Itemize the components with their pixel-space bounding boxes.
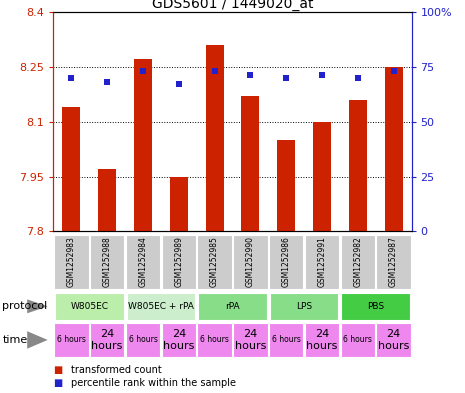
Bar <box>198 293 267 320</box>
Text: 24
hours: 24 hours <box>378 329 409 351</box>
Text: 24
hours: 24 hours <box>163 329 194 351</box>
Text: GSM1252982: GSM1252982 <box>353 237 362 287</box>
Bar <box>385 67 403 231</box>
Bar <box>206 45 224 231</box>
Text: 6 hours: 6 hours <box>57 336 86 344</box>
Bar <box>62 107 80 231</box>
Text: rPA: rPA <box>225 302 240 311</box>
Text: GSM1252987: GSM1252987 <box>389 237 398 287</box>
Bar <box>126 323 160 356</box>
Text: W805EC + rPA: W805EC + rPA <box>128 302 194 311</box>
Bar <box>90 235 124 289</box>
Text: transformed count: transformed count <box>71 365 162 375</box>
Text: GSM1252991: GSM1252991 <box>318 237 326 287</box>
Bar <box>277 140 295 231</box>
Bar <box>305 323 339 356</box>
Text: PBS: PBS <box>367 302 384 311</box>
Bar <box>233 323 267 356</box>
Bar <box>341 235 375 289</box>
Polygon shape <box>27 299 47 313</box>
Bar <box>198 323 232 356</box>
Bar <box>162 323 196 356</box>
Bar <box>305 235 339 289</box>
Bar <box>313 122 331 231</box>
Text: protocol: protocol <box>2 301 47 311</box>
Text: 24
hours: 24 hours <box>92 329 123 351</box>
Text: 24
hours: 24 hours <box>235 329 266 351</box>
Bar <box>198 235 232 289</box>
Bar <box>377 323 411 356</box>
Bar <box>341 293 410 320</box>
Polygon shape <box>27 331 47 349</box>
Text: ■: ■ <box>53 378 63 388</box>
Text: 6 hours: 6 hours <box>128 336 158 344</box>
Text: GSM1252984: GSM1252984 <box>139 237 147 287</box>
Title: GDS5601 / 1449020_at: GDS5601 / 1449020_at <box>152 0 313 11</box>
Bar <box>162 235 196 289</box>
Bar <box>134 59 152 231</box>
Bar <box>55 293 124 320</box>
Text: GSM1252990: GSM1252990 <box>246 237 255 287</box>
Text: time: time <box>2 335 27 345</box>
Bar <box>269 323 303 356</box>
Bar <box>349 100 367 231</box>
Text: GSM1252983: GSM1252983 <box>67 237 76 287</box>
Bar <box>98 169 116 231</box>
Bar <box>377 235 411 289</box>
Bar <box>126 293 195 320</box>
Bar <box>241 96 259 231</box>
Text: LPS: LPS <box>296 302 312 311</box>
Bar <box>126 235 160 289</box>
Text: W805EC: W805EC <box>70 302 108 311</box>
Bar <box>90 323 124 356</box>
Text: ■: ■ <box>53 365 63 375</box>
Text: GSM1252985: GSM1252985 <box>210 237 219 287</box>
Bar <box>269 235 303 289</box>
Text: GSM1252989: GSM1252989 <box>174 237 183 287</box>
Text: percentile rank within the sample: percentile rank within the sample <box>71 378 236 388</box>
Text: 6 hours: 6 hours <box>272 336 301 344</box>
Bar <box>54 235 88 289</box>
Bar <box>54 323 88 356</box>
Text: 24
hours: 24 hours <box>306 329 338 351</box>
Bar <box>233 235 267 289</box>
Bar <box>170 176 188 231</box>
Text: GSM1252986: GSM1252986 <box>282 237 291 287</box>
Text: 6 hours: 6 hours <box>200 336 229 344</box>
Text: GSM1252988: GSM1252988 <box>103 237 112 287</box>
Bar <box>270 293 339 320</box>
Text: 6 hours: 6 hours <box>343 336 372 344</box>
Bar <box>341 323 375 356</box>
